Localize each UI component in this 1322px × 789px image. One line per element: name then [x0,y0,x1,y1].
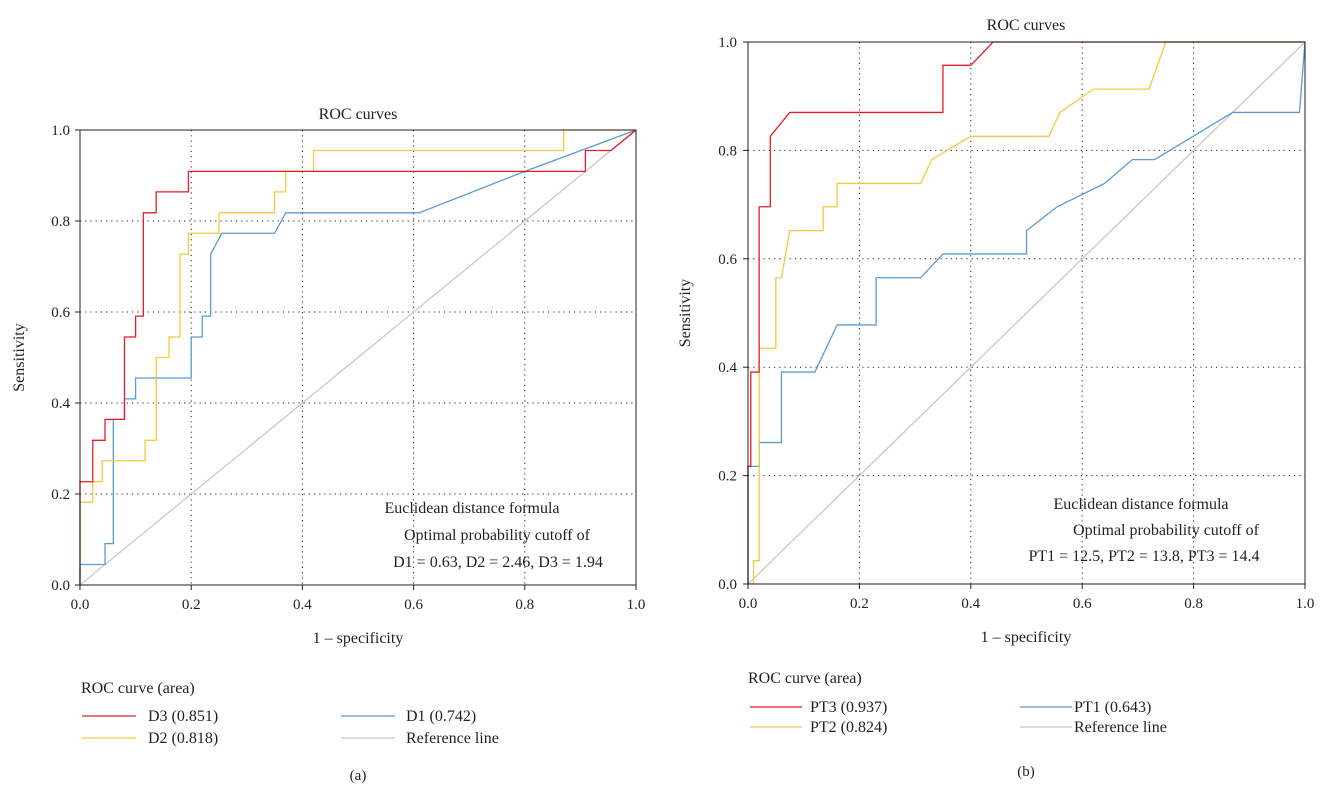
panel-b-series-group [747,41,1306,585]
panel-a-x-axis-label: 1 – specificity [313,630,404,647]
panel-a-y-tick-0: 0.0 [51,578,70,594]
panel-a-y-tick-5: 1.0 [51,123,70,139]
panel-b-x-tick-1: 0.2 [850,596,869,612]
panel-a-y-tick-2: 0.4 [51,396,70,412]
panel-a-y-tick-1: 0.2 [51,487,70,503]
panel-b-series-pt3 [747,41,1305,584]
panel-b-series-pt1 [747,41,1306,584]
panel-a-legend-label-d2: D2 (0.818) [148,730,218,747]
panel-b-x-tick-5: 1.0 [1296,596,1315,612]
panel-a-x-tick-5: 1.0 [627,597,646,613]
panel-b-grid [748,42,1305,584]
panel-a-series-d3 [79,129,637,585]
panel-b-legend: ROC curve (area) PT3 (0.937) PT2 (0.824)… [748,670,1167,736]
panel-b-title: ROC curves [987,17,1066,34]
panel-a-series-group [79,129,637,586]
panel-b-legend-label-pt3: PT3 (0.937) [810,699,887,716]
panel-a-y-tick-4: 0.8 [51,214,70,230]
panel-b-legend-title: ROC curve (area) [748,670,862,687]
panel-a-annotation-line-2: Optimal probability cutoff of [404,527,591,544]
panel-b-x-tick-0: 0.0 [739,596,758,612]
panel-b-annotation-line-3: PT1 = 12.5, PT2 = 13.8, PT3 = 14.4 [1028,548,1259,565]
panel-b-y-tick-2: 0.4 [718,360,737,376]
panel-a-y-axis-label: Sensitivity [11,323,28,391]
panel-b-x-tick-4: 0.8 [1184,596,1203,612]
panel-a-x-tick-0: 0.0 [71,597,90,613]
panel-b-series-pt2 [748,41,1305,585]
panel-b: ROC curves 0.0 0.2 0.4 0.6 0.8 1.0 0.0 0… [677,17,1314,780]
panel-b-x-tick-3: 0.6 [1073,596,1092,612]
panel-a-y-tick-3: 0.6 [51,305,70,321]
panel-a-x-tick-1: 0.2 [182,597,201,613]
panel-a-legend-label-d3: D3 (0.851) [148,708,218,725]
panel-a-label: (a) [350,768,367,784]
panel-a-title: ROC curves [319,106,398,123]
panel-a-ticks [75,129,637,590]
panel-b-legend-label-pt2: PT2 (0.824) [810,719,887,736]
panel-b-x-tick-2: 0.4 [961,596,980,612]
panel-b-x-axis-label: 1 – specificity [981,629,1072,646]
panel-a-series-d1 [79,129,637,585]
panel-b-legend-label-reference: Reference line [1074,719,1167,736]
panel-b-y-tick-3: 0.6 [718,252,737,268]
panel-b-annotation-line-1: Euclidean distance formula [1053,496,1228,513]
panel-b-ticks [743,41,1306,589]
panel-a-x-tick-2: 0.4 [293,597,312,613]
panel-a-plot-frame [79,129,637,586]
panel-a: ROC curves 0.0 0.2 0.4 0.6 0.8 1.0 0.0 0… [11,106,645,784]
panel-a-legend: ROC curve (area) D3 (0.851) D2 (0.818) D… [81,680,499,747]
panel-b-label: (b) [1017,764,1035,780]
panel-b-y-tick-5: 1.0 [718,35,737,51]
panel-a-x-tick-4: 0.8 [515,597,534,613]
panel-b-y-tick-0: 0.0 [718,577,737,593]
panel-a-x-tick-3: 0.6 [404,597,423,613]
panel-b-plot-frame [747,41,1306,585]
panel-a-legend-title: ROC curve (area) [81,680,195,697]
panel-a-legend-label-reference: Reference line [406,730,499,747]
panel-b-y-axis-label: Sensitivity [677,279,694,347]
panel-b-legend-label-pt1: PT1 (0.643) [1074,699,1151,716]
panel-a-annotation-line-1: Euclidean distance formula [384,500,559,517]
panel-b-y-tick-4: 0.8 [718,143,737,159]
panel-a-legend-label-d1: D1 (0.742) [406,708,476,725]
panel-b-annotation-line-2: Optimal probability cutoff of [1073,522,1260,539]
panel-a-series-reference [79,129,637,586]
panel-b-series-reference [747,41,1306,585]
panel-b-y-tick-1: 0.2 [718,469,737,485]
panel-a-annotation-line-3: D1 = 0.63, D2 = 2.46, D3 = 1.94 [393,554,603,571]
panel-a-grid [80,130,636,585]
